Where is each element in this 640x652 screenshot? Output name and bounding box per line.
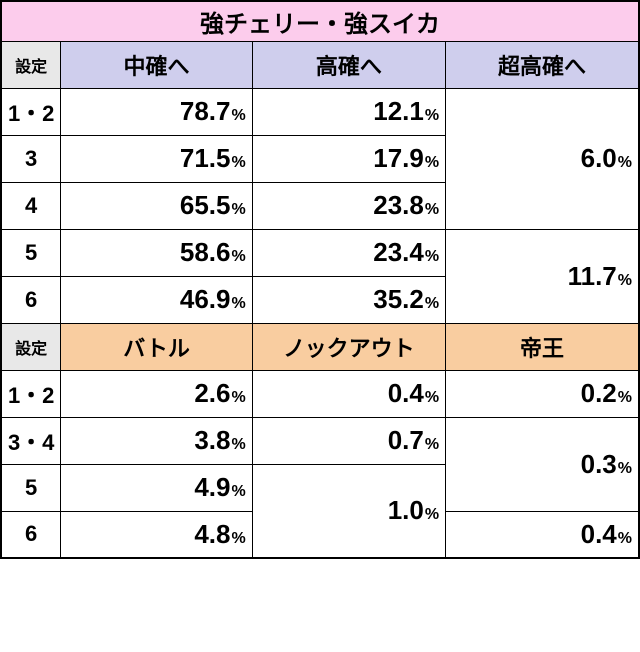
- table-row: 5 58.6% 23.4% 11.7%: [1, 229, 639, 276]
- value-cell: 71.5%: [61, 135, 252, 182]
- percent-sign: %: [232, 389, 246, 406]
- value-cell: 78.7%: [61, 88, 252, 135]
- value-cell-merged: 0.3%: [446, 417, 639, 511]
- value-cell: 58.6%: [61, 229, 252, 276]
- row-label: 1・2: [1, 370, 61, 417]
- percent-sign: %: [232, 483, 246, 500]
- value-cell: 12.1%: [252, 88, 445, 135]
- settei-header-2: 設定: [1, 323, 61, 370]
- value-cell: 2.6%: [61, 370, 252, 417]
- row-label: 3・4: [1, 417, 61, 464]
- table-row: 1・2 78.7% 12.1% 6.0%: [1, 88, 639, 135]
- value-cell: 46.9%: [61, 276, 252, 323]
- value-cell: 65.5%: [61, 182, 252, 229]
- col-header-koukaku: 高確へ: [252, 41, 445, 88]
- settei-header-1: 設定: [1, 41, 61, 88]
- percent-sign: %: [425, 107, 439, 124]
- percent-sign: %: [618, 272, 632, 289]
- percent-sign: %: [232, 154, 246, 171]
- value-number: 23.8: [373, 190, 424, 220]
- col-header-choukoukaku: 超高確へ: [446, 41, 639, 88]
- value-number: 1.0: [388, 495, 424, 525]
- value-number: 12.1: [373, 96, 424, 126]
- percent-sign: %: [425, 295, 439, 312]
- value-cell-merged: 1.0%: [252, 464, 445, 558]
- value-number: 17.9: [373, 143, 424, 173]
- value-number: 65.5: [180, 190, 231, 220]
- percent-sign: %: [618, 460, 632, 477]
- col-header-knockout: ノックアウト: [252, 323, 445, 370]
- percent-sign: %: [425, 248, 439, 265]
- percent-sign: %: [425, 436, 439, 453]
- value-cell-merged: 11.7%: [446, 229, 639, 323]
- value-number: 3.8: [194, 425, 230, 455]
- percent-sign: %: [425, 201, 439, 218]
- value-number: 4.9: [194, 472, 230, 502]
- value-number: 23.4: [373, 237, 424, 267]
- value-number: 46.9: [180, 284, 231, 314]
- col-header-teiou: 帝王: [446, 323, 639, 370]
- table-row: 3・4 3.8% 0.7% 0.3%: [1, 417, 639, 464]
- row-label: 5: [1, 229, 61, 276]
- col-header-battle: バトル: [61, 323, 252, 370]
- percent-sign: %: [232, 248, 246, 265]
- probability-table: 強チェリー・強スイカ 設定 中確へ 高確へ 超高確へ 1・2 78.7% 12.…: [0, 0, 640, 559]
- value-number: 2.6: [194, 378, 230, 408]
- value-number: 0.4: [388, 378, 424, 408]
- percent-sign: %: [618, 154, 632, 171]
- value-cell: 4.9%: [61, 464, 252, 511]
- value-number: 0.2: [581, 378, 617, 408]
- value-cell: 17.9%: [252, 135, 445, 182]
- row-label: 5: [1, 464, 61, 511]
- value-cell: 23.8%: [252, 182, 445, 229]
- value-number: 58.6: [180, 237, 231, 267]
- percent-sign: %: [618, 530, 632, 547]
- value-cell: 0.7%: [252, 417, 445, 464]
- row-label: 1・2: [1, 88, 61, 135]
- value-cell: 3.8%: [61, 417, 252, 464]
- percent-sign: %: [425, 506, 439, 523]
- value-number: 4.8: [194, 519, 230, 549]
- row-label: 6: [1, 511, 61, 558]
- value-number: 0.3: [581, 449, 617, 479]
- row-label: 3: [1, 135, 61, 182]
- percent-sign: %: [232, 107, 246, 124]
- value-cell: 4.8%: [61, 511, 252, 558]
- row-label: 6: [1, 276, 61, 323]
- table-row: 1・2 2.6% 0.4% 0.2%: [1, 370, 639, 417]
- table-title: 強チェリー・強スイカ: [1, 1, 639, 41]
- value-cell: 0.4%: [252, 370, 445, 417]
- row-label: 4: [1, 182, 61, 229]
- value-number: 35.2: [373, 284, 424, 314]
- value-number: 6.0: [581, 143, 617, 173]
- value-number: 11.7: [568, 261, 617, 291]
- percent-sign: %: [232, 530, 246, 547]
- value-cell: 0.2%: [446, 370, 639, 417]
- value-cell-merged: 6.0%: [446, 88, 639, 229]
- percent-sign: %: [425, 389, 439, 406]
- value-cell: 0.4%: [446, 511, 639, 558]
- value-number: 71.5: [180, 143, 231, 173]
- col-header-chukaku: 中確へ: [61, 41, 252, 88]
- value-number: 78.7: [180, 96, 231, 126]
- value-cell: 23.4%: [252, 229, 445, 276]
- value-number: 0.4: [581, 519, 617, 549]
- value-cell: 35.2%: [252, 276, 445, 323]
- percent-sign: %: [232, 201, 246, 218]
- percent-sign: %: [232, 436, 246, 453]
- percent-sign: %: [232, 295, 246, 312]
- percent-sign: %: [425, 154, 439, 171]
- percent-sign: %: [618, 389, 632, 406]
- value-number: 0.7: [388, 425, 424, 455]
